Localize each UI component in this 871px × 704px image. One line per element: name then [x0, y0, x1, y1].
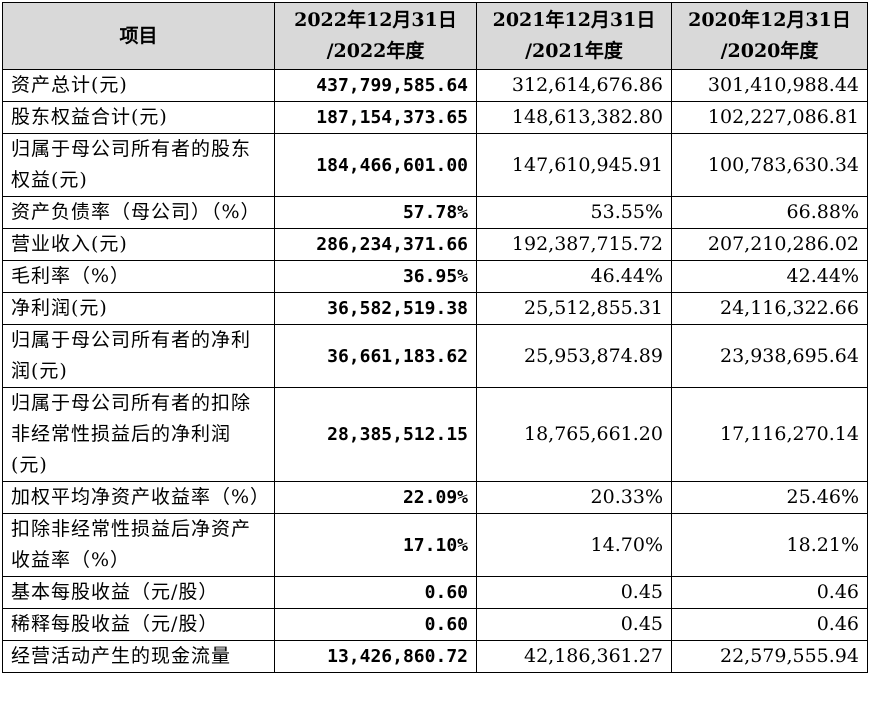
header-item: 项目 [2, 2, 275, 70]
row-label: 营业收入(元) [2, 228, 275, 261]
header-2020: 2020年12月31日/2020年度 [671, 2, 868, 70]
table-row: 营业收入(元) 286,234,371.66 192,387,715.72 207,2… [2, 228, 868, 261]
value-2021: 25,512,855.31 [476, 292, 672, 325]
row-label: 资产负债率（母公司）（%） [2, 196, 275, 229]
value-2022: 437,799,585.64 [274, 69, 477, 102]
value-2020: 0.46 [671, 576, 868, 609]
table-row: 净利润(元) 36,582,519.38 25,512,855.31 24,116,3… [2, 292, 868, 325]
row-label: 股东权益合计(元) [2, 101, 275, 134]
value-2020: 17,116,270.14 [671, 387, 868, 482]
row-label: 稀释每股收益（元/股） [2, 608, 275, 641]
table-body: 资产总计(元) 437,799,585.64 312,614,676.86 301,4… [2, 69, 868, 673]
table-row: 股东权益合计(元) 187,154,373.65 148,613,382.80 102… [2, 101, 868, 134]
value-2022: 13,426,860.72 [274, 640, 477, 673]
table-row: 基本每股收益（元/股） 0.60 0.45 0.46 [2, 576, 868, 609]
value-2022: 22.09% [274, 481, 477, 514]
value-2022: 57.78% [274, 196, 477, 229]
row-label: 基本每股收益（元/股） [2, 576, 275, 609]
financial-summary-table: 项目 2022年12月31日/2022年度 2021年12月31日/2021年度… [2, 2, 868, 673]
value-2020: 24,116,322.66 [671, 292, 868, 325]
table-row: 毛利率（%） 36.95% 46.44% 42.44% [2, 260, 868, 293]
header-2022: 2022年12月31日/2022年度 [274, 2, 477, 70]
value-2022: 28,385,512.15 [274, 387, 477, 482]
value-2022: 286,234,371.66 [274, 228, 477, 261]
header-row: 项目 2022年12月31日/2022年度 2021年12月31日/2021年度… [2, 2, 868, 70]
row-label: 归属于母公司所有者的扣除非经常性损益后的净利润(元) [2, 387, 275, 482]
row-label: 资产总计(元) [2, 69, 275, 102]
value-2022: 36,661,183.62 [274, 324, 477, 388]
value-2022: 187,154,373.65 [274, 101, 477, 134]
header-2020-year: /2020年度 [720, 40, 819, 62]
row-label: 归属于母公司所有者的股东权益(元) [2, 133, 275, 197]
table-row: 经营活动产生的现金流量 13,426,860.72 42,186,361.27 22,… [2, 640, 868, 673]
value-2020: 42.44% [671, 260, 868, 293]
value-2021: 148,613,382.80 [476, 101, 672, 134]
header-2022-year: /2022年度 [326, 40, 425, 62]
value-2022: 0.60 [274, 608, 477, 641]
header-2022-date: 2022年12月31日 [294, 9, 457, 31]
value-2020: 102,227,086.81 [671, 101, 868, 134]
table-row: 资产负债率（母公司）（%） 57.78% 53.55% 66.88% [2, 196, 868, 229]
header-item-label: 项目 [119, 24, 158, 47]
table-row: 资产总计(元) 437,799,585.64 312,614,676.86 301,4… [2, 69, 868, 102]
value-2020: 18.21% [671, 513, 868, 577]
table-row: 归属于母公司所有者的净利润(元) 36,661,183.62 25,953,874.… [2, 324, 868, 388]
table-row: 归属于母公司所有者的股东权益(元) 184,466,601.00 147,610,9… [2, 133, 868, 197]
row-label: 扣除非经常性损益后净资产收益率（%） [2, 513, 275, 577]
row-label: 归属于母公司所有者的净利润(元) [2, 324, 275, 388]
header-2021: 2021年12月31日/2021年度 [476, 2, 672, 70]
header-2020-date: 2020年12月31日 [688, 9, 851, 31]
value-2021: 53.55% [476, 196, 672, 229]
table-header: 项目 2022年12月31日/2022年度 2021年12月31日/2021年度… [2, 2, 868, 70]
row-label: 经营活动产生的现金流量 [2, 640, 275, 673]
value-2021: 14.70% [476, 513, 672, 577]
value-2020: 100,783,630.34 [671, 133, 868, 197]
header-2021-year: /2021年度 [525, 40, 623, 62]
header-2021-date: 2021年12月31日 [492, 9, 656, 31]
table-row: 归属于母公司所有者的扣除非经常性损益后的净利润(元) 28,385,512.15 1… [2, 387, 868, 482]
table-row: 加权平均净资产收益率（%） 22.09% 20.33% 25.46% [2, 481, 868, 514]
value-2021: 42,186,361.27 [476, 640, 672, 673]
value-2022: 36.95% [274, 260, 477, 293]
value-2021: 0.45 [476, 608, 672, 641]
row-label: 毛利率（%） [2, 260, 275, 293]
value-2020: 66.88% [671, 196, 868, 229]
table-row: 扣除非经常性损益后净资产收益率（%） 17.10% 14.70% 18.21% [2, 513, 868, 577]
value-2022: 184,466,601.00 [274, 133, 477, 197]
value-2020: 207,210,286.02 [671, 228, 868, 261]
value-2020: 25.46% [671, 481, 868, 514]
row-label: 净利润(元) [2, 292, 275, 325]
value-2020: 22,579,555.94 [671, 640, 868, 673]
value-2021: 20.33% [476, 481, 672, 514]
value-2020: 0.46 [671, 608, 868, 641]
value-2021: 312,614,676.86 [476, 69, 672, 102]
value-2021: 25,953,874.89 [476, 324, 672, 388]
value-2020: 301,410,988.44 [671, 69, 868, 102]
value-2022: 0.60 [274, 576, 477, 609]
value-2020: 23,938,695.64 [671, 324, 868, 388]
value-2021: 18,765,661.20 [476, 387, 672, 482]
value-2022: 17.10% [274, 513, 477, 577]
value-2021: 147,610,945.91 [476, 133, 672, 197]
row-label: 加权平均净资产收益率（%） [2, 481, 275, 514]
value-2021: 0.45 [476, 576, 672, 609]
value-2021: 192,387,715.72 [476, 228, 672, 261]
table-row: 稀释每股收益（元/股） 0.60 0.45 0.46 [2, 608, 868, 641]
value-2021: 46.44% [476, 260, 672, 293]
value-2022: 36,582,519.38 [274, 292, 477, 325]
